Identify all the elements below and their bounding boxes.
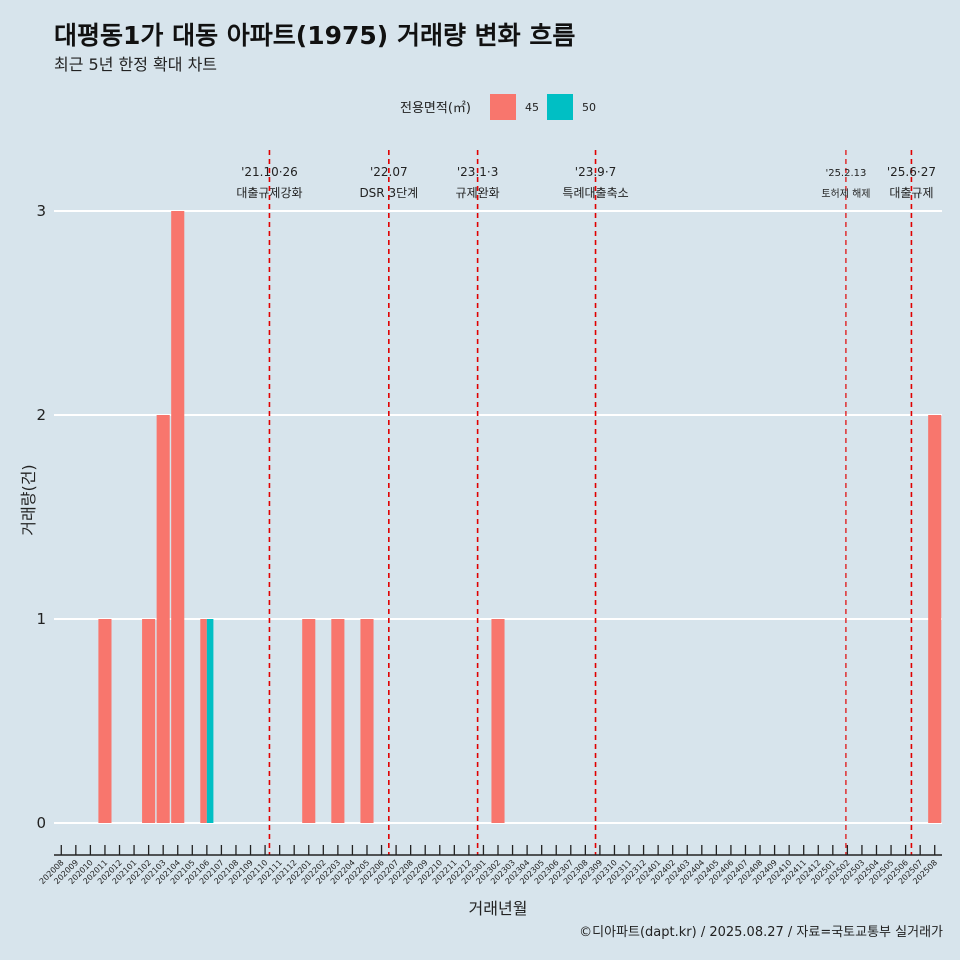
bar-45-202102 [142,619,156,823]
bar-45-202104 [171,211,185,823]
annotation-label: 규제완화 [456,186,500,200]
y-tick-label: 3 [36,202,46,220]
annotation-date: '22.07 [370,165,408,179]
bar-45-202201 [302,619,316,823]
bar-45-202106 [200,619,207,823]
annotation-label: 토허제 해제 [821,187,870,200]
legend-label-50: 50 [582,101,596,114]
chart-title: 대평동1가 대동 아파트(1975) 거래량 변화 흐름 [54,21,575,50]
bar-45-202011 [98,619,112,823]
legend-title: 전용면적(㎡) [400,101,471,116]
bar-50-202106 [206,619,214,823]
x-axis-title: 거래년월 [469,899,528,918]
annotation-label: 대출규제 [889,186,933,200]
bar-45-202103 [156,415,170,823]
bar-45-202508 [928,415,942,823]
legend-swatch-50 [547,94,573,120]
y-axis-ticks: 0 1 2 3 [36,202,46,832]
annotation-date: '23.1·3 [457,165,498,179]
chart-subtitle: 최근 5년 한정 확대 차트 [54,55,217,74]
annotation-date: '23.9·7 [575,165,616,179]
chart-caption: ©디아파트(dapt.kr) / 2025.08.27 / 자료=국토교통부 실… [579,925,943,940]
legend: 전용면적(㎡) 45 50 [400,94,596,120]
annotations: '21.10·26 대출규제강화 '22.07 DSR 3단계 '23.1·3 규제완화 '… [236,150,936,855]
annotation-date: '21.10·26 [241,165,298,179]
y-axis-title: 거래량(건) [19,464,38,535]
bar-45-202302 [491,619,505,823]
y-tick-label: 0 [36,814,46,832]
annotation-label: 대출규제강화 [236,186,302,200]
annotation-date: '25.2.13 [825,168,866,179]
annotation-label: 특례대출축소 [562,186,628,200]
legend-label-45: 45 [525,101,539,114]
y-tick-label: 2 [36,406,46,424]
bar-45-202205 [360,619,374,823]
legend-swatch-45 [490,94,516,120]
annotation-label: DSR 3단계 [359,186,418,200]
y-tick-label: 1 [36,610,46,628]
bars [98,211,942,823]
annotation-date: '25.6·27 [887,165,936,179]
bar-45-202203 [331,619,345,823]
